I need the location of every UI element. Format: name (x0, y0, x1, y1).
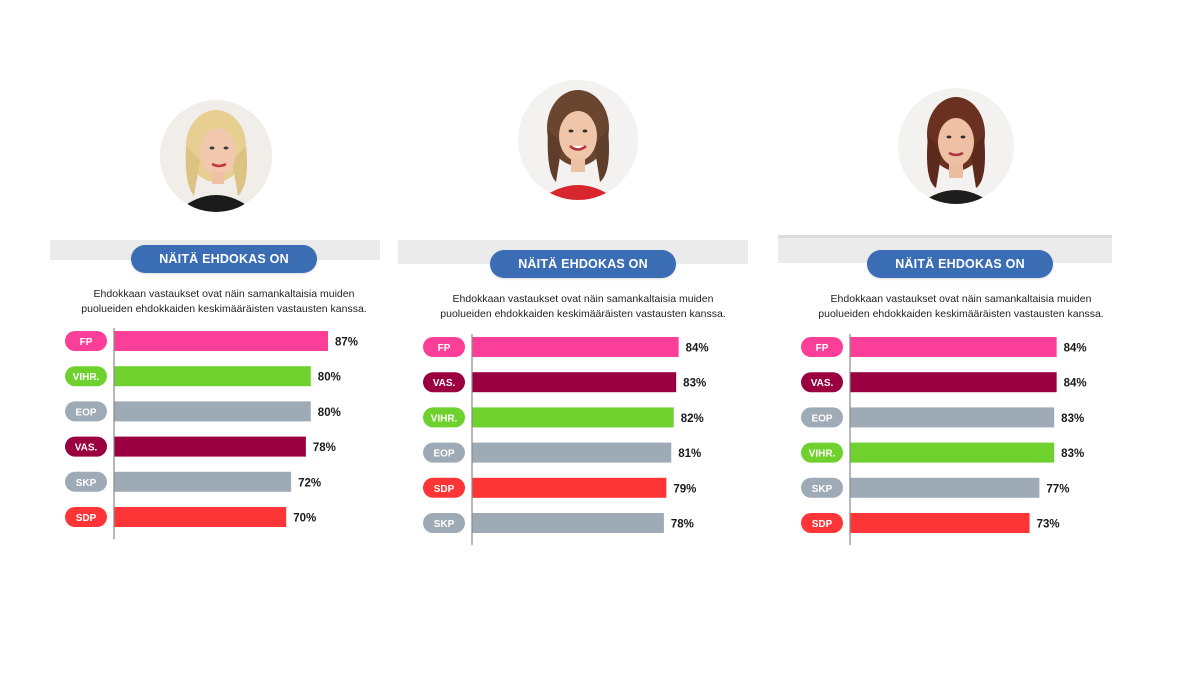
party-badge-sdp (801, 513, 843, 533)
bar-vas (114, 436, 306, 457)
party-label-sdp: SDP (812, 519, 833, 530)
value-label-eop: 83% (1061, 413, 1084, 425)
bar-eop (472, 442, 672, 463)
similarity-description-1: Ehdokkaan vastaukset ovat näin samankalt… (81, 288, 367, 315)
party-label-vihr: VIHR. (73, 372, 100, 383)
bar-skp (114, 471, 292, 492)
party-badge-vas (423, 372, 465, 393)
bar-skp (850, 477, 1040, 498)
bar-eop (850, 407, 1055, 428)
bar-fp (850, 337, 1057, 357)
bar-vihr (114, 366, 311, 387)
bar-sdp (114, 507, 287, 527)
closest-parties-button-2[interactable]: NÄITÄ EHDOKAS ON LÄHINNÄ (490, 250, 676, 299)
party-label-sdp: SDP (76, 513, 97, 524)
party-label-skp: SKP (434, 519, 455, 530)
party-badge-eop (801, 407, 843, 428)
party-label-vas: VAS. (75, 443, 98, 454)
party-label-vas: VAS. (811, 378, 834, 389)
bar-vihr (850, 442, 1055, 463)
party-badge-skp (423, 513, 465, 533)
bar-sdp (472, 477, 667, 498)
bar-eop (114, 401, 311, 422)
value-label-sdp: 79% (673, 483, 696, 495)
party-label-eop: EOP (433, 449, 454, 460)
party-label-eop: EOP (811, 413, 832, 424)
party-label-fp: FP (438, 343, 451, 354)
party-badge-skp (65, 471, 107, 492)
party-badge-vihr (65, 366, 107, 387)
bar-vas (472, 372, 677, 393)
party-badge-fp (65, 331, 107, 351)
party-badge-skp (801, 477, 843, 498)
party-badge-eop (423, 442, 465, 463)
bar-vas (850, 372, 1057, 393)
value-label-fp: 84% (686, 343, 709, 355)
candidate-avatar-2 (518, 80, 638, 200)
party-label-fp: FP (816, 343, 829, 354)
value-label-vas: 83% (683, 378, 706, 390)
similarity-description-2: Ehdokkaan vastaukset ovat näin samankalt… (440, 293, 726, 320)
closest-parties-button-1[interactable]: NÄITÄ EHDOKAS ON LÄHINNÄ (131, 245, 317, 294)
candidate-avatar-3 (898, 88, 1014, 204)
party-similarity-chart-3: FP 84% VAS. 84% EOP 83% VIHR. 83% SKP 77% SDP 73% (796, 334, 1116, 549)
value-label-vas: 84% (1064, 378, 1087, 390)
value-label-vihr: 80% (318, 372, 341, 384)
party-label-sdp: SDP (434, 484, 455, 495)
value-label-skp: 77% (1046, 483, 1069, 495)
party-badge-sdp (65, 507, 107, 527)
party-label-eop: EOP (75, 407, 96, 418)
bar-vihr (472, 407, 674, 428)
value-label-skp: 72% (298, 477, 321, 489)
value-label-eop: 81% (678, 448, 701, 460)
party-badge-vihr (423, 407, 465, 428)
party-badge-vihr (801, 442, 843, 463)
party-badge-sdp (423, 477, 465, 498)
party-label-vas: VAS. (433, 378, 456, 389)
bar-sdp (850, 513, 1030, 533)
party-label-skp: SKP (76, 478, 97, 489)
party-similarity-chart-2: FP 84% VAS. 83% VIHR. 82% EOP 81% SDP 79% SKP 78% (418, 334, 738, 549)
party-badge-fp (801, 337, 843, 357)
similarity-description-3: Ehdokkaan vastaukset ovat näin samankalt… (818, 293, 1104, 320)
party-badge-vas (801, 372, 843, 393)
party-badge-fp (423, 337, 465, 357)
closest-parties-button-3[interactable]: NÄITÄ EHDOKAS ON LÄHINNÄ (867, 250, 1053, 299)
value-label-sdp: 70% (293, 513, 316, 525)
value-label-fp: 87% (335, 337, 358, 349)
value-label-skp: 78% (671, 519, 694, 531)
party-label-skp: SKP (812, 484, 833, 495)
value-label-vas: 78% (313, 442, 336, 454)
value-label-fp: 84% (1064, 343, 1087, 355)
bar-fp (472, 337, 679, 357)
party-badge-vas (65, 436, 107, 457)
party-similarity-chart-1: FP 87% VIHR. 80% EOP 80% VAS. 78% SKP 72% SDP 70% (60, 328, 380, 543)
party-label-vihr: VIHR. (431, 413, 458, 424)
bar-fp (114, 331, 329, 351)
value-label-vihr: 82% (681, 413, 704, 425)
value-label-sdp: 73% (1037, 519, 1060, 531)
party-label-fp: FP (80, 337, 93, 348)
value-label-vihr: 83% (1061, 448, 1084, 460)
bar-skp (472, 513, 664, 533)
candidate-avatar-1 (160, 100, 272, 212)
party-badge-eop (65, 401, 107, 422)
party-label-vihr: VIHR. (809, 449, 836, 460)
value-label-eop: 80% (318, 407, 341, 419)
